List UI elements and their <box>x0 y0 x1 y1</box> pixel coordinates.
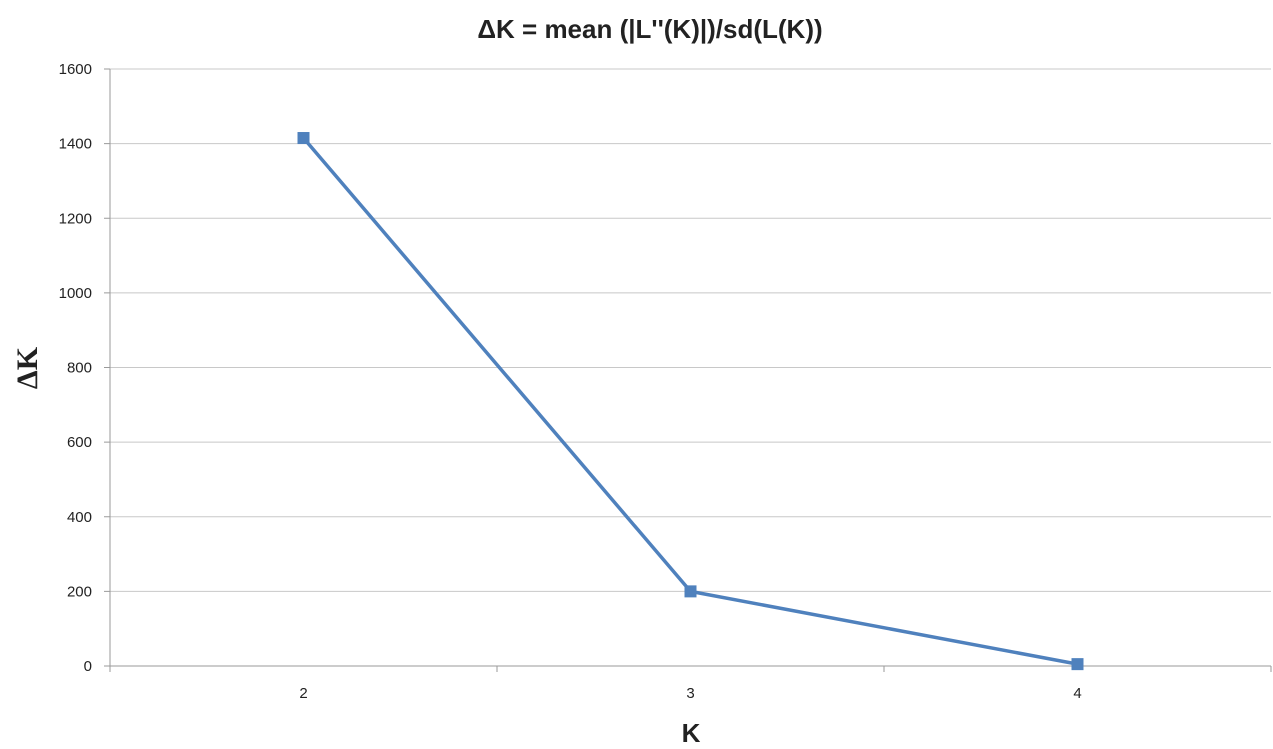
x-tick-label: 3 <box>686 685 694 702</box>
y-tick-label: 200 <box>67 583 92 600</box>
x-axis-label: K <box>682 718 701 748</box>
chart-title: ΔK = mean (|L''(K)|)/sd(L(K)) <box>477 14 822 44</box>
x-tick-labels: 2 3 4 <box>299 685 1081 702</box>
data-point-marker <box>297 132 310 145</box>
y-tick-label: 600 <box>67 434 92 451</box>
y-tick-label: 1000 <box>59 285 92 302</box>
y-tick-label: 400 <box>67 509 92 526</box>
series <box>297 132 1084 671</box>
y-tick-label: 1600 <box>59 61 92 78</box>
y-tick-label: 1400 <box>59 136 92 153</box>
series-line <box>302 136 1078 666</box>
y-tick-labels: 0 200 400 600 800 1000 1200 1400 1600 <box>59 61 92 675</box>
x-tick-label: 2 <box>299 685 307 702</box>
y-tick-label: 1200 <box>59 210 92 227</box>
y-tick-label: 0 <box>84 658 92 675</box>
y-axis-label: ΔK <box>11 346 44 389</box>
axes <box>104 68 1272 672</box>
y-tick-label: 800 <box>67 360 92 377</box>
gridlines <box>110 68 1271 592</box>
data-point-marker <box>1071 658 1084 671</box>
data-point-marker <box>684 585 697 598</box>
x-tick-label: 4 <box>1073 685 1081 702</box>
